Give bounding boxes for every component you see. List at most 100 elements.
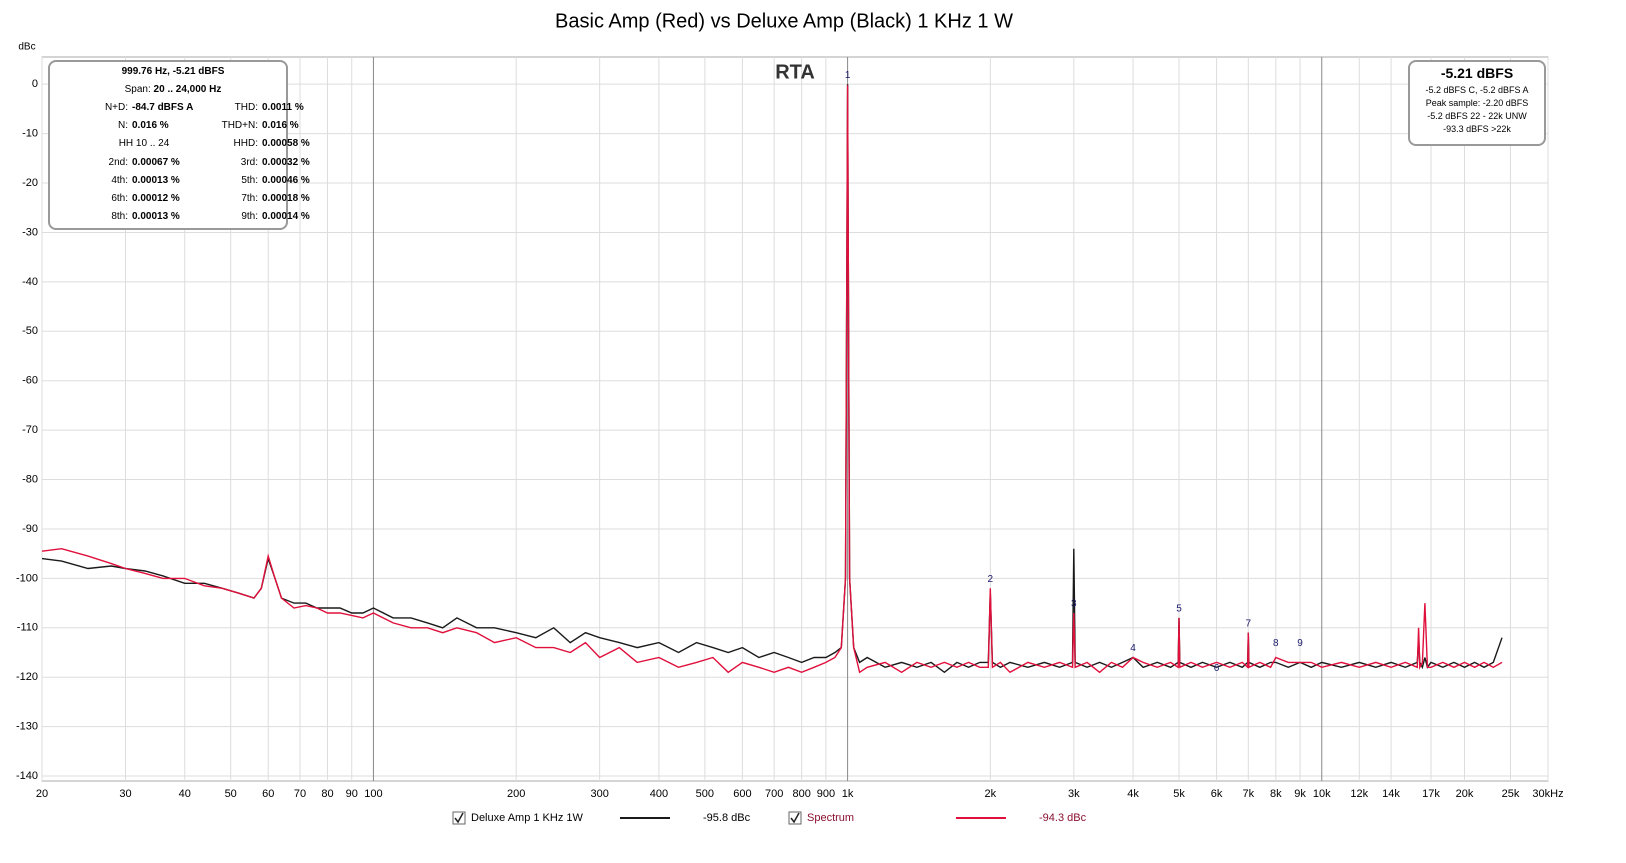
- x-tick-label: 20k: [1456, 788, 1474, 800]
- x-tick-label: 600: [733, 788, 751, 800]
- info-value: 0.00067 %: [132, 156, 180, 168]
- series-line: [41, 84, 1503, 674]
- harmonic-marker: 7: [1246, 618, 1252, 629]
- y-tick-label: -50: [22, 325, 38, 337]
- x-tick-label: 40: [179, 788, 191, 800]
- info-label: HHD:: [233, 138, 258, 150]
- level-box: -5.21 dBFS -5.2 dBFS C, -5.2 dBFS A Peak …: [1408, 60, 1546, 146]
- x-tick-label: 60: [262, 788, 274, 800]
- y-tick-label: -20: [22, 177, 38, 189]
- info-label: 5th:: [241, 174, 258, 186]
- info-span: Span: 20 .. 24,000 Hz: [54, 84, 292, 95]
- harmonic-marker: 1: [845, 70, 851, 81]
- legend-value: -94.3 dBc: [1039, 812, 1087, 824]
- info-value: 0.00012 %: [132, 192, 180, 204]
- span-value: 20 .. 24,000 Hz: [153, 83, 222, 95]
- harmonic-marker: 8: [1273, 638, 1279, 649]
- harmonic-marker: 9: [1297, 638, 1303, 649]
- chart-title: Basic Amp (Red) vs Deluxe Amp (Black) 1 …: [555, 10, 1013, 32]
- info-label: 6th:: [111, 192, 128, 204]
- x-tick-label: 5k: [1173, 788, 1185, 800]
- legend-name: Deluxe Amp 1 KHz 1W: [471, 812, 583, 824]
- y-tick-label: -100: [16, 572, 38, 584]
- info-label: 7th:: [241, 192, 258, 204]
- x-tick-label: 1k: [842, 788, 854, 800]
- annotation: RTA: [775, 61, 815, 83]
- y-tick-label: -140: [16, 770, 38, 782]
- x-tick-label: 900: [817, 788, 835, 800]
- x-tick-label: 14k: [1382, 788, 1400, 800]
- x-tick-label: 10k: [1313, 788, 1331, 800]
- series-line: [41, 85, 1503, 674]
- x-tick-label: 800: [792, 788, 810, 800]
- level-line: -93.3 dBFS >22k: [1443, 124, 1511, 134]
- span-label: Span:: [124, 83, 151, 95]
- info-label: N:: [118, 120, 128, 132]
- legend-entry[interactable]: Spectrum -94.3 dBc: [788, 811, 1087, 825]
- x-tick-label: 700: [765, 788, 783, 800]
- x-tick-label: 4k: [1127, 788, 1139, 800]
- y-axis-label: dBc: [18, 42, 35, 53]
- info-value: 0.016 %: [132, 120, 169, 132]
- info-label: THD:: [234, 101, 258, 113]
- harmonic-marker: 5: [1176, 604, 1182, 615]
- y-tick-label: -80: [22, 473, 38, 485]
- harmonic-marker: 6: [1214, 663, 1220, 674]
- x-tick-label: 500: [696, 788, 714, 800]
- y-tick-label: 0: [32, 78, 38, 90]
- info-value: 0.00013 %: [132, 211, 180, 223]
- info-value: 0.00058 %: [262, 138, 310, 150]
- x-tick-label: 3k: [1068, 788, 1080, 800]
- x-tick-label: 50: [225, 788, 237, 800]
- info-label: 8th:: [111, 211, 128, 223]
- x-tick-label: 9k: [1294, 788, 1306, 800]
- y-tick-label: -10: [22, 128, 38, 140]
- legend-check: [790, 812, 800, 824]
- x-tick-label: 30: [119, 788, 131, 800]
- x-tick-label: 300: [590, 788, 608, 800]
- x-tick-label: 30kHz: [1532, 788, 1563, 800]
- legend-check: [454, 812, 464, 824]
- info-label: 3rd:: [240, 156, 258, 168]
- y-tick-label: -70: [22, 424, 38, 436]
- info-label: 4th:: [111, 174, 128, 186]
- x-tick-label: 17k: [1422, 788, 1440, 800]
- x-tick-label: 7k: [1243, 788, 1255, 800]
- x-tick-label: 80: [321, 788, 333, 800]
- info-box: 999.76 Hz, -5.21 dBFS Span: 20 .. 24,000…: [48, 60, 310, 230]
- info-value: -84.7 dBFS A: [132, 101, 194, 113]
- x-tick-label: 200: [507, 788, 525, 800]
- x-tick-label: 70: [294, 788, 306, 800]
- info-label: HH 10 .. 24: [118, 138, 170, 150]
- x-tick-label: 400: [650, 788, 668, 800]
- legend-entry[interactable]: Deluxe Amp 1 KHz 1W -95.8 dBc: [452, 811, 751, 825]
- y-tick-label: -130: [16, 721, 38, 733]
- info-label: 9th:: [241, 211, 258, 223]
- y-tick-label: -40: [22, 276, 38, 288]
- info-value: 0.00018 %: [262, 192, 310, 204]
- level-line: -5.2 dBFS 22 - 22k UNW: [1427, 111, 1527, 121]
- info-value: 0.00013 %: [132, 174, 180, 186]
- harmonic-marker: 3: [1071, 599, 1077, 610]
- info-value: 0.00032 %: [262, 156, 310, 168]
- x-tick-label: 2k: [985, 788, 997, 800]
- level-line: -5.2 dBFS C, -5.2 dBFS A: [1425, 85, 1529, 95]
- info-value: 0.0011 %: [262, 101, 304, 113]
- level-value: -5.21 dBFS: [1440, 65, 1514, 81]
- y-tick-label: -30: [22, 226, 38, 238]
- x-tick-label: 25k: [1502, 788, 1520, 800]
- info-label: THD+N:: [221, 120, 258, 132]
- plot-area: 1 2 3 4 5 6 7 8 9: [41, 56, 1549, 782]
- x-tick-label: 8k: [1270, 788, 1282, 800]
- x-tick-label: 20: [36, 788, 48, 800]
- x-tick-label: 6k: [1211, 788, 1223, 800]
- info-label: N+D:: [104, 101, 128, 113]
- info-label: 2nd:: [108, 156, 128, 168]
- x-tick-label: 12k: [1350, 788, 1368, 800]
- x-tick-label: 100: [364, 788, 382, 800]
- harmonic-marker: 4: [1130, 643, 1136, 654]
- x-tick-label: 90: [346, 788, 358, 800]
- info-header: 999.76 Hz, -5.21 dBFS: [121, 65, 225, 77]
